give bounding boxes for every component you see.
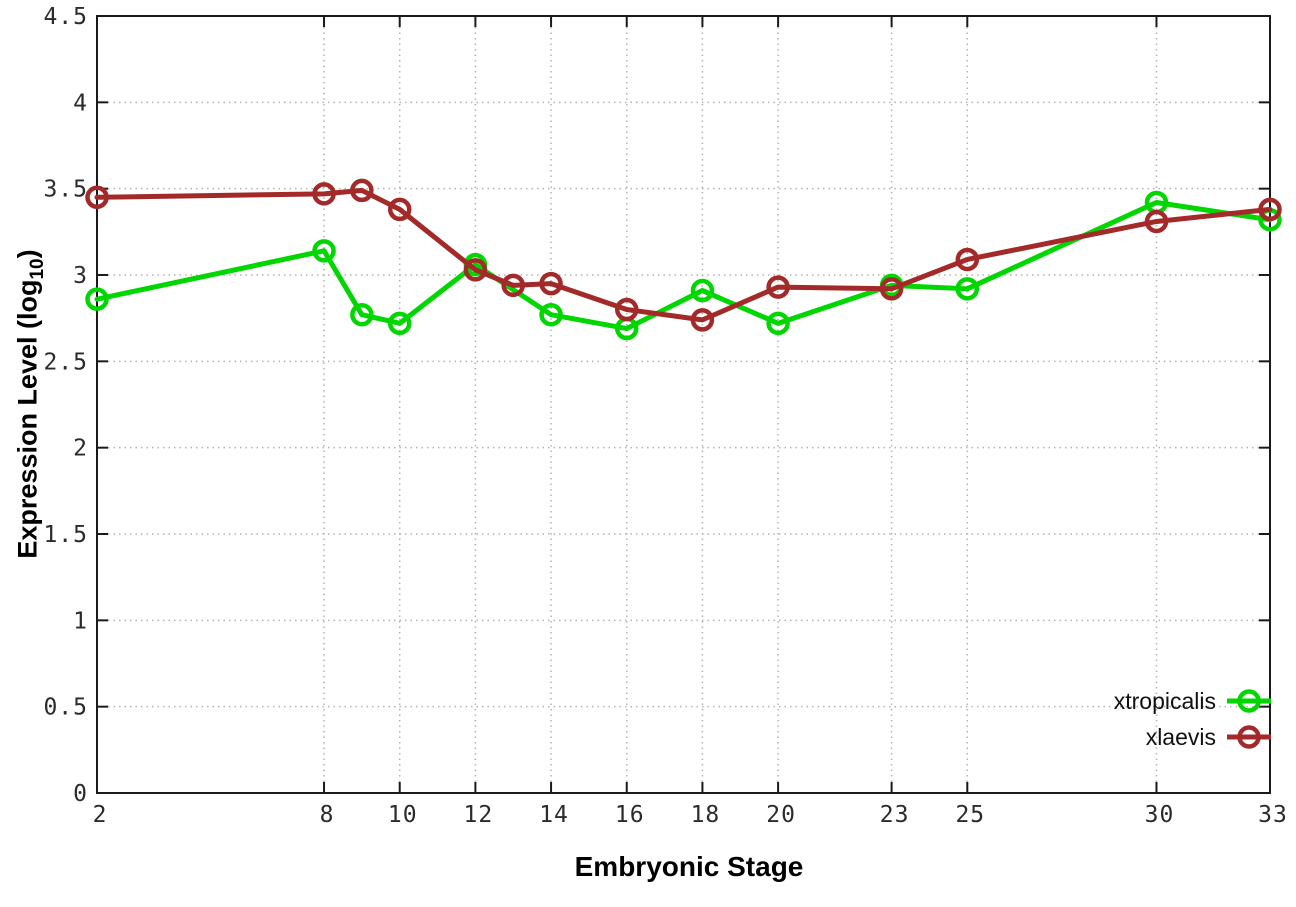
plot-border bbox=[96, 15, 1271, 794]
data-point-xlaevis bbox=[387, 197, 412, 222]
x-tick-label: 10 bbox=[388, 802, 418, 828]
y-tick-label: 1.5 bbox=[43, 522, 88, 548]
series-line-xlaevis bbox=[94, 187, 1273, 323]
legend-sample-xtropicalis bbox=[1227, 689, 1271, 713]
x-tick-label: 33 bbox=[1258, 802, 1288, 828]
data-point-xtropicalis bbox=[690, 278, 715, 303]
x-tick-label: 25 bbox=[955, 802, 985, 828]
data-point-xlaevis bbox=[766, 275, 790, 299]
data-point-xlaevis bbox=[85, 185, 109, 210]
x-tick-label: 16 bbox=[615, 802, 645, 828]
y-tick-label: 3.5 bbox=[43, 177, 88, 203]
y-axis-title-text: Expression Level (log bbox=[12, 279, 43, 559]
data-point-xlaevis bbox=[1258, 197, 1282, 222]
x-tick-label: 12 bbox=[464, 802, 494, 828]
y-axis-title-close: ) bbox=[12, 249, 43, 259]
data-point-xlaevis bbox=[955, 247, 980, 272]
y-tick-label: 2.5 bbox=[43, 349, 88, 375]
data-point-xlaevis bbox=[463, 258, 488, 282]
x-tick-label: 18 bbox=[691, 802, 721, 828]
data-point-xtropicalis bbox=[539, 302, 563, 327]
legend-item-xtropicalis: xtropicalis bbox=[1114, 683, 1272, 719]
data-point-xtropicalis bbox=[955, 277, 980, 301]
data-point-xlaevis bbox=[539, 271, 563, 296]
legend-circle-icon bbox=[1237, 725, 1261, 749]
data-point-xlaevis bbox=[614, 297, 639, 322]
x-tick-label: 20 bbox=[766, 802, 796, 828]
x-tick-label: 14 bbox=[539, 802, 569, 828]
data-point-xlaevis bbox=[501, 273, 525, 298]
legend-label-xtropicalis: xtropicalis bbox=[1113, 687, 1216, 714]
series-line-xtropicalis bbox=[94, 199, 1273, 332]
x-axis-title: Embryonic Stage bbox=[574, 851, 804, 882]
x-tick-label: 8 bbox=[320, 802, 335, 828]
y-tick-label: 3 bbox=[73, 263, 88, 289]
legend-circle-icon bbox=[1237, 689, 1261, 713]
legend: xtropicalis xlaevis bbox=[1114, 683, 1272, 755]
y-axis-title-subscript: 10 bbox=[26, 258, 48, 280]
y-tick-label: 4 bbox=[73, 90, 88, 116]
y-tick-label: 0 bbox=[73, 781, 88, 807]
y-tick-label: 4.5 bbox=[43, 4, 88, 30]
data-point-xtropicalis bbox=[350, 302, 374, 327]
data-point-xlaevis bbox=[1144, 209, 1169, 234]
data-point-xtropicalis bbox=[766, 311, 790, 336]
y-tick-label: 0.5 bbox=[43, 695, 88, 721]
y-axis-title: Expression Level (log10) bbox=[12, 249, 48, 559]
data-point-xlaevis bbox=[350, 178, 374, 203]
x-tick-label: 2 bbox=[93, 802, 108, 828]
data-point-xtropicalis bbox=[85, 287, 109, 311]
legend-item-xlaevis: xlaevis bbox=[1114, 719, 1272, 755]
legend-sample-xlaevis bbox=[1227, 725, 1271, 749]
data-point-xtropicalis bbox=[387, 311, 412, 336]
data-point-xlaevis bbox=[312, 182, 336, 206]
legend-label-xlaevis: xlaevis bbox=[1145, 723, 1216, 750]
y-tick-label: 1 bbox=[73, 608, 88, 634]
x-tick-label: 23 bbox=[880, 802, 910, 828]
data-point-xlaevis bbox=[690, 308, 715, 332]
x-tick-label: 30 bbox=[1145, 802, 1175, 828]
y-tick-label: 2 bbox=[73, 436, 88, 462]
data-point-xtropicalis bbox=[312, 239, 336, 263]
data-point-xlaevis bbox=[879, 277, 904, 301]
